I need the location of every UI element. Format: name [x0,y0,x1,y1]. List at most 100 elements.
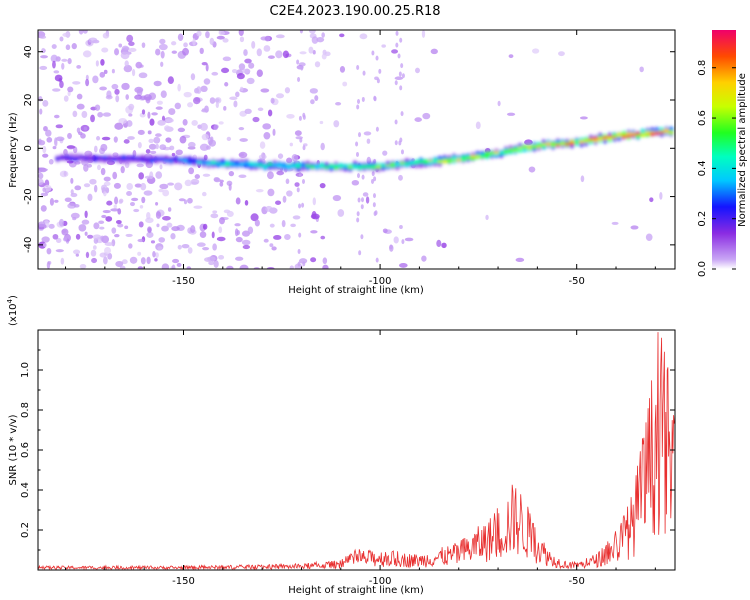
noise-blob [178,198,186,202]
noise-blob [127,136,135,140]
ridge-cell [583,140,589,143]
noise-blob [339,33,345,38]
noise-blob [171,50,178,54]
noise-blob [169,145,175,151]
y-tick-label: 20 [23,94,34,107]
ridge-cell [253,162,259,166]
noise-blob [137,238,145,243]
noise-blob [134,183,142,188]
noise-blob [55,237,62,244]
ridge-cell [588,137,594,141]
noise-blob [226,265,234,269]
noise-blob [133,208,140,213]
noise-blob [75,253,80,257]
noise-blob [147,130,152,135]
noise-blob [55,124,63,129]
ridge-cell [503,149,509,153]
noise-blob [118,261,124,266]
spectrogram-ridge [55,126,674,173]
noise-blob [382,150,388,156]
noise-blob [398,174,403,181]
noise-blob [193,96,201,105]
noise-blob [53,114,60,119]
noise-blob [475,121,481,130]
noise-blob [332,194,342,202]
noise-blob [128,243,133,249]
noise-blob [161,225,169,232]
noise-blob [155,171,163,179]
noise-blob [298,258,308,264]
noise-blob [148,138,154,144]
noise-blob [48,223,55,229]
ridge-cell [300,164,306,167]
noise-blob [212,210,218,214]
noise-blob [72,81,81,85]
noise-blob [222,56,232,62]
noise-blob [394,76,404,80]
noise-blob [333,120,340,128]
noise-blob [321,53,327,60]
noise-blob [99,86,107,91]
noise-blob [224,82,229,87]
noise-blob [103,181,111,186]
noise-blob [421,30,426,38]
noise-blob [165,118,174,123]
noise-blob [289,265,294,269]
ridge-cell [319,165,325,169]
noise-blob [238,151,248,159]
noise-blob [38,221,46,228]
ridge-cell [602,136,608,139]
noise-blob [302,261,306,267]
ridge-cell [121,156,127,161]
noise-blob [320,235,326,240]
noise-blob [359,33,368,40]
noise-blob [151,112,158,116]
noise-blob [70,177,74,184]
colorbar-ticks: 0.0 0.2 0.4 0.6 0.8 [697,60,736,277]
noise-blob [194,174,200,180]
noise-blob [162,189,170,197]
ridge-cell [574,141,580,144]
noise-blob [422,112,431,120]
ridge-cell [168,159,174,164]
noise-blob [236,73,245,80]
ridge-cell [314,163,320,168]
noise-blob [389,244,393,250]
noise-blob [125,94,129,100]
noise-blob [100,143,108,152]
noise-blob [294,130,302,136]
noise-blob [400,111,404,117]
ridge-cell [342,165,349,168]
ridge-cell [437,160,443,163]
y-tick-label: 0.8 [20,402,31,418]
ridge-cell [413,160,419,165]
ridge-cell [408,162,415,165]
ridge-cell [526,145,533,149]
noise-blob [103,69,108,74]
ridge-cell [484,151,490,156]
ridge-cell [55,157,61,161]
noise-blob [157,246,163,251]
noise-blob [45,129,52,137]
noise-blob [95,60,99,67]
noise-blob [218,121,224,125]
noise-blob [126,120,133,127]
noise-blob [54,139,58,147]
noise-blob [361,174,365,180]
noise-blob [398,71,402,77]
noise-blob [160,90,167,99]
noise-blob [401,239,405,245]
noise-blob [72,216,77,221]
noise-blob [371,178,375,184]
noise-blob [155,48,161,56]
noise-blob [265,205,273,212]
ridge-cell [522,145,528,149]
snr-series-line [38,332,675,570]
noise-blob [209,97,216,104]
noise-blob [54,74,63,82]
noise-blob [531,48,540,54]
noise-blob [99,71,106,78]
ridge-cell [281,163,287,168]
ridge-cell [295,165,301,169]
ridge-cell [201,160,207,164]
